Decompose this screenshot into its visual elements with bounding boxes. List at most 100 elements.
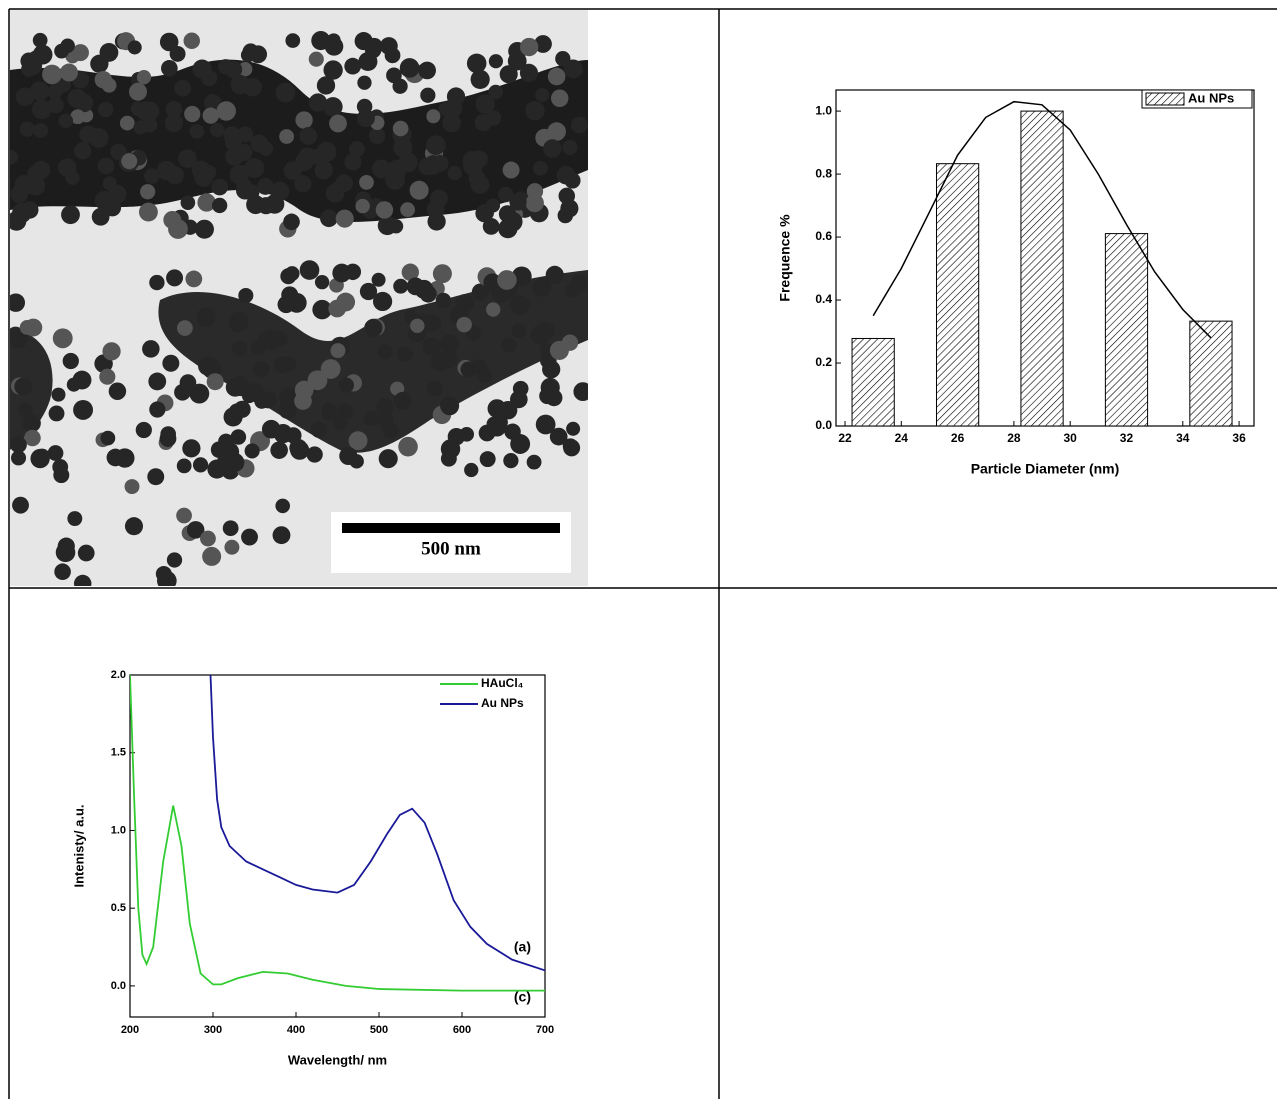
tem-particle <box>47 97 64 114</box>
tem-particle <box>447 165 462 181</box>
tem-particle <box>224 539 240 555</box>
tem-particle <box>393 138 413 158</box>
tem-particle <box>470 175 490 194</box>
tem-particle <box>422 337 441 356</box>
tem-particle <box>562 139 578 155</box>
x-tick-label: 34 <box>1176 431 1190 445</box>
tem-particle <box>12 496 29 514</box>
tem-particle <box>270 181 290 201</box>
tem-particle <box>231 340 248 357</box>
tem-particle <box>155 565 172 582</box>
tem-particle <box>397 346 413 363</box>
x-tick-label: 700 <box>536 1024 554 1036</box>
tem-particle <box>459 427 474 442</box>
x-tick-label: 500 <box>370 1024 388 1036</box>
tem-particle <box>244 158 265 178</box>
tem-particle <box>487 399 507 418</box>
tem-particle <box>258 141 274 156</box>
y-tick-label: 0.2 <box>815 355 832 369</box>
tem-particle <box>498 205 517 223</box>
tem-particle <box>57 158 77 177</box>
tem-particle <box>159 32 179 52</box>
tem-particle <box>525 100 545 121</box>
tem-particle <box>356 98 373 115</box>
tem-particle <box>58 113 74 129</box>
tem-particle <box>358 51 378 72</box>
tem-particle <box>545 265 564 284</box>
tem-particle <box>555 51 571 67</box>
tem-particle <box>270 441 288 459</box>
tem-particle <box>349 141 365 157</box>
tem-particle <box>563 59 583 79</box>
tem-particle <box>10 293 26 312</box>
legend-label: Au NPs <box>1188 90 1234 105</box>
tem-particle <box>165 166 185 185</box>
tem-particle <box>420 87 436 103</box>
tem-particle <box>388 219 404 234</box>
tem-image: 500 nm <box>10 10 588 586</box>
tem-particle <box>320 359 341 379</box>
fit-curve <box>872 100 1212 339</box>
tem-particle <box>285 33 301 48</box>
bar <box>1020 110 1064 427</box>
tem-particle <box>186 521 205 539</box>
legend-label: Au NPs <box>481 696 524 710</box>
tem-particle <box>371 272 386 287</box>
tem-particle <box>189 383 210 404</box>
tem-particle <box>442 113 461 133</box>
tem-particle <box>564 172 581 189</box>
tem-particle <box>256 177 274 195</box>
tem-particle <box>233 400 251 418</box>
y-axis-title: Frequence % <box>777 214 793 302</box>
x-tick-label: 22 <box>838 431 852 445</box>
tem-particle <box>363 410 379 427</box>
tem-particle <box>349 454 364 469</box>
tem-particle <box>244 443 260 459</box>
tem-particle <box>184 105 201 123</box>
plot-frame <box>129 674 546 1018</box>
tem-particle <box>456 316 472 333</box>
tem-particle <box>97 157 115 175</box>
tem-particle <box>284 266 300 281</box>
tem-cluster <box>158 270 588 453</box>
tem-particle <box>471 283 489 301</box>
tem-particle <box>375 201 394 219</box>
tem-particle <box>519 37 539 57</box>
chart: 200 300 400 500 600 700 0.0 0.5 1.0 1.5 2.0 Wavelen… <box>71 669 554 1068</box>
tem-particle <box>312 299 332 320</box>
tem-particle <box>464 462 479 478</box>
tem-particle <box>570 116 588 134</box>
tem-particle <box>243 184 260 201</box>
tem-particle <box>310 421 327 438</box>
tem-particle <box>108 382 127 400</box>
tem-particle <box>534 35 552 53</box>
tem-particle <box>14 377 33 396</box>
tem-particle <box>344 153 362 171</box>
tem-particle <box>166 552 183 568</box>
tem-particle <box>542 360 561 379</box>
x-tick-label: 200 <box>121 1024 139 1036</box>
tem-particle <box>166 269 184 287</box>
tem-particle <box>377 412 394 428</box>
tem-particle <box>549 427 568 446</box>
y-tick-label: 2.0 <box>111 669 126 681</box>
tem-particle <box>142 340 160 358</box>
tem-particle <box>401 263 419 281</box>
tem-particle <box>511 323 527 338</box>
tem-particle <box>371 159 391 179</box>
tem-particle <box>335 209 354 228</box>
tem-particle <box>149 401 166 418</box>
tem-particle <box>42 64 62 85</box>
tem-particle <box>106 448 125 467</box>
tem-particle <box>183 32 200 50</box>
tem-particle <box>102 342 121 361</box>
tem-particle <box>425 135 446 156</box>
tem-particle <box>73 400 94 420</box>
tem-particle <box>399 58 420 78</box>
tem-particle <box>392 120 409 137</box>
tem-particle <box>52 328 73 349</box>
tem-particle <box>124 517 144 536</box>
tem-particle <box>475 94 495 114</box>
tem-particle <box>536 321 555 341</box>
y-tick-label: 1.5 <box>111 747 126 759</box>
